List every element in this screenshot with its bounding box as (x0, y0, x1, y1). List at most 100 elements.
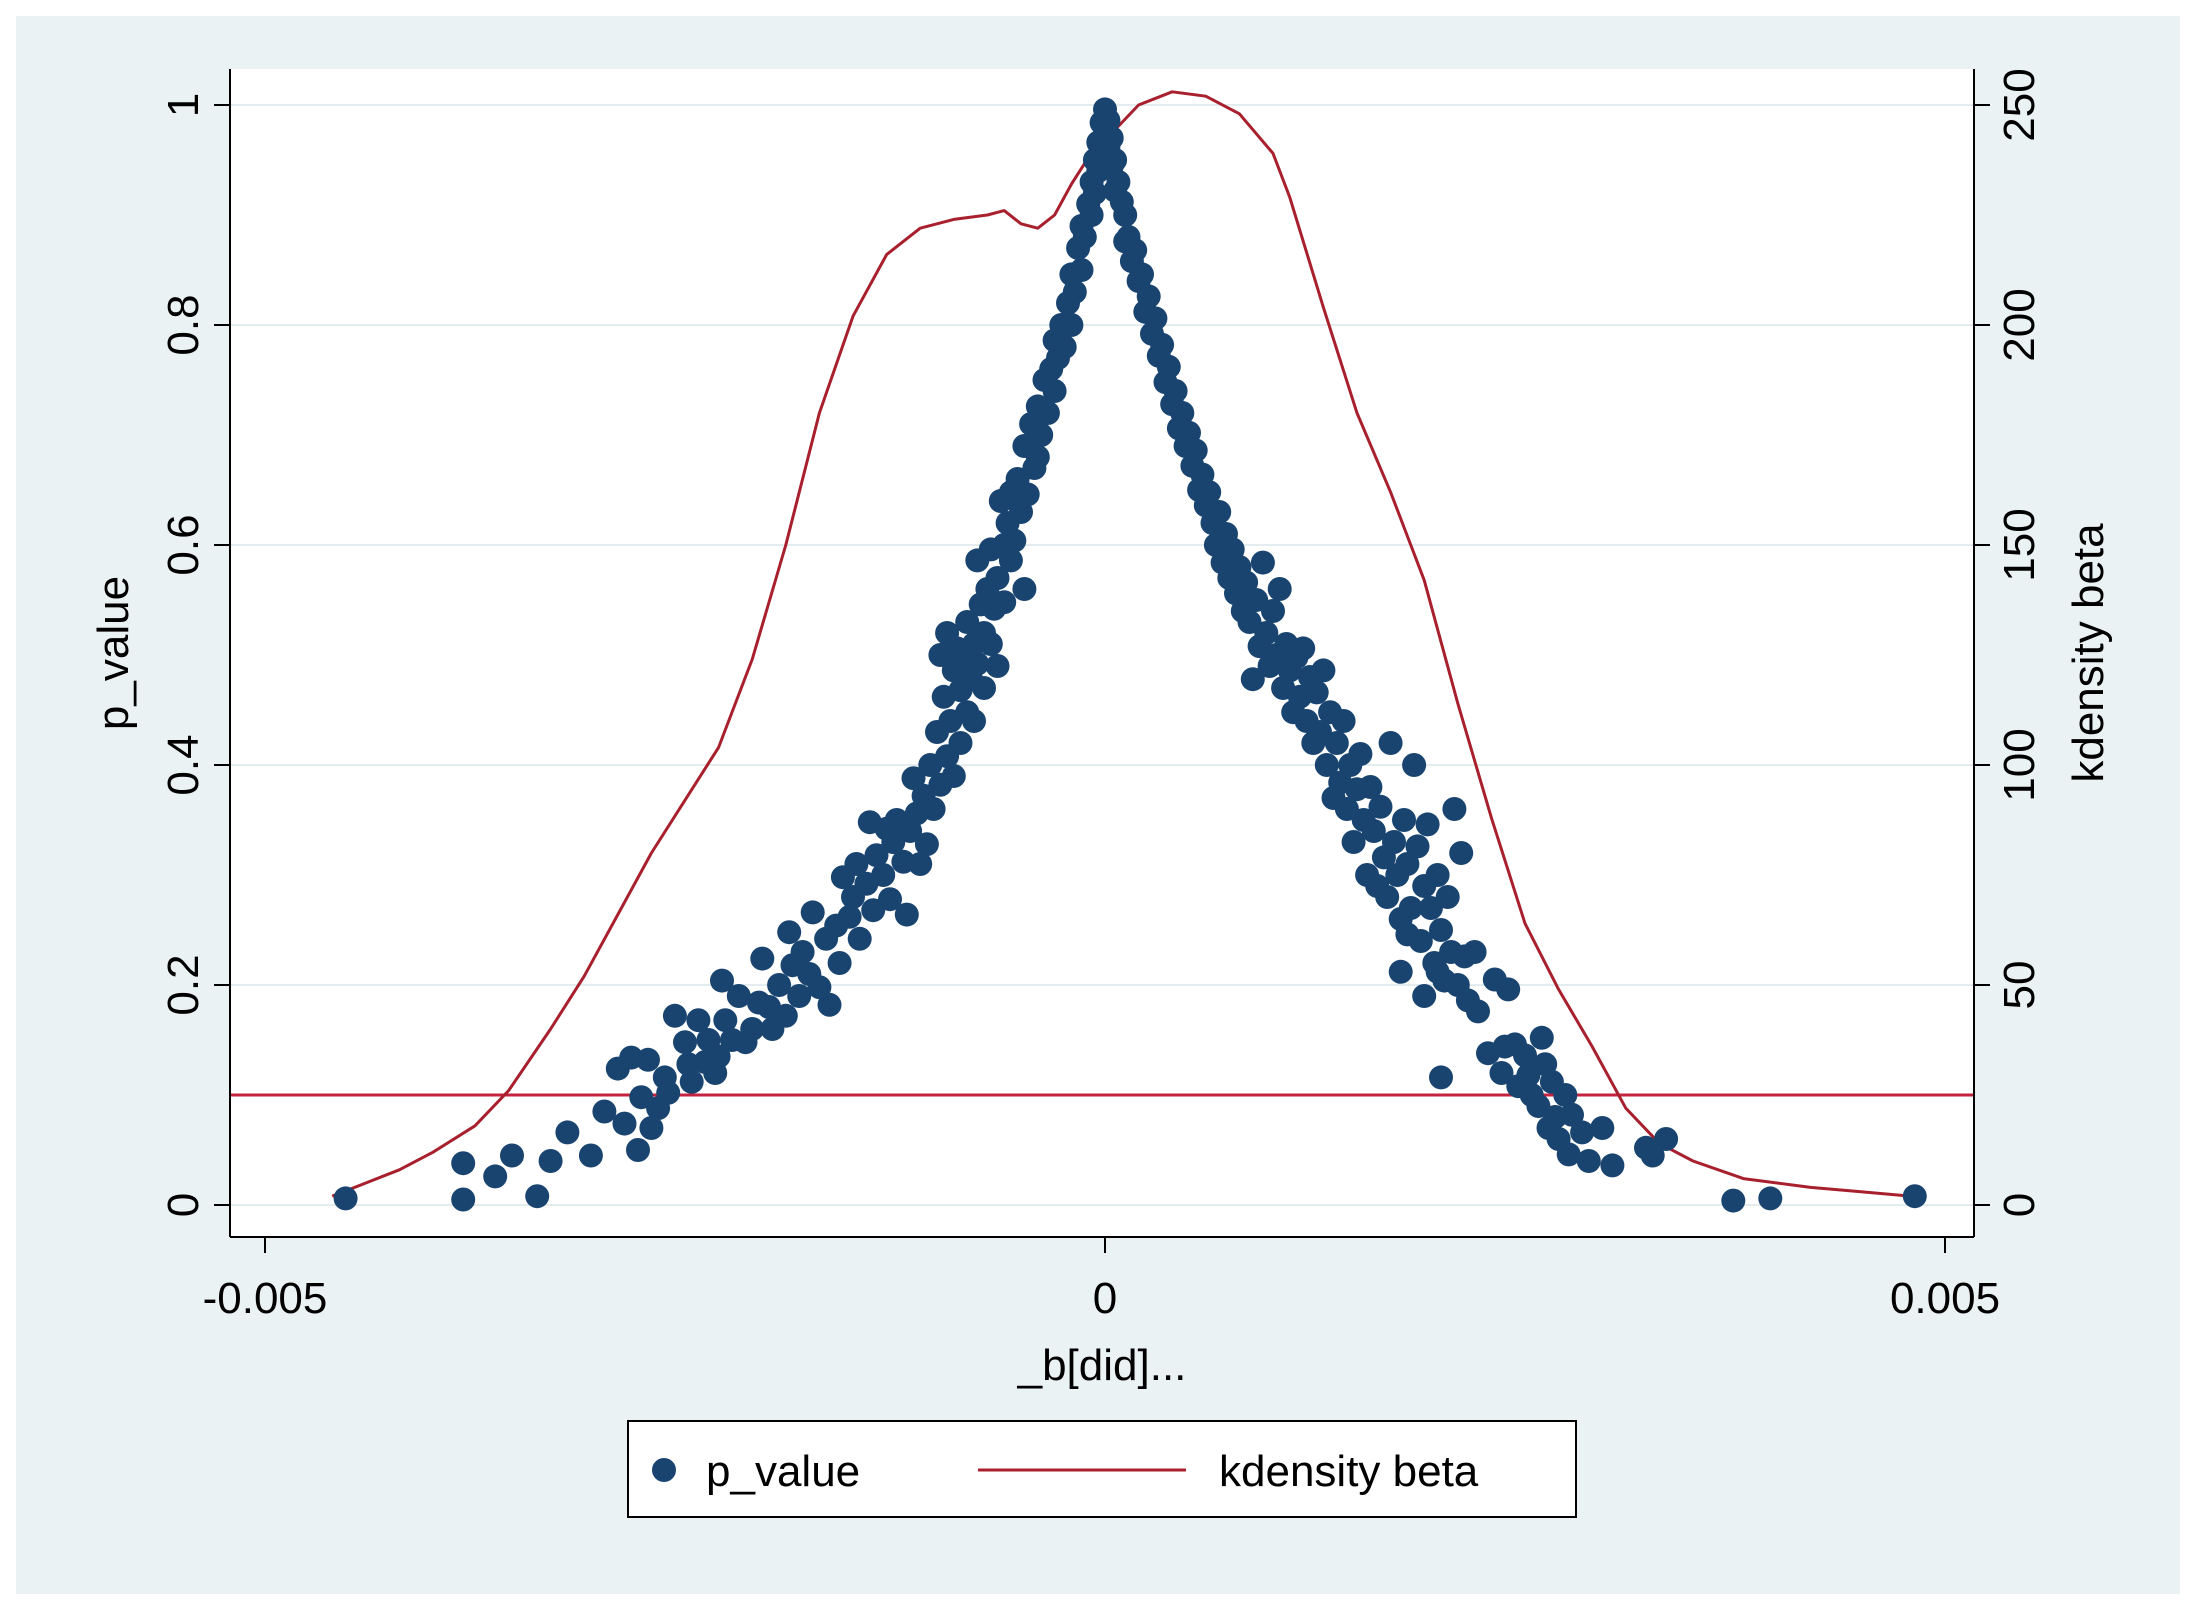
scatter-point (1143, 306, 1168, 331)
scatter-point (1015, 482, 1040, 507)
scatter-point (1099, 126, 1124, 150)
scatter-point (1529, 1025, 1554, 1050)
scatter-point (773, 1003, 798, 1028)
y-axis-left-title: p_value (89, 576, 138, 730)
scatter-point (1136, 284, 1161, 309)
scatter-point (1576, 1149, 1601, 1173)
scatter-point (1640, 1143, 1665, 1168)
scatter-point (483, 1164, 508, 1189)
scatter-point (1250, 550, 1275, 575)
scatter-point (1449, 841, 1474, 865)
scatter-point (1402, 753, 1427, 777)
scatter-point (1331, 709, 1356, 733)
scatter-point (1341, 830, 1366, 854)
scatter-point (1560, 1102, 1584, 1127)
scatter-point (578, 1143, 603, 1168)
y-left-tick-label: 0.6 (159, 514, 208, 575)
scatter-point (1388, 959, 1413, 984)
scatter-point (1113, 203, 1138, 227)
scatter-point (686, 1008, 711, 1033)
scatter-point (1163, 379, 1188, 403)
scatter-point (962, 709, 986, 733)
scatter-point (790, 940, 815, 964)
y-left-tick-label: 1 (159, 93, 208, 117)
scatter-point (706, 1044, 731, 1069)
scatter-point (1392, 808, 1416, 832)
scatter-point (1902, 1184, 1927, 1209)
scatter-point (800, 900, 825, 925)
scatter-point (827, 951, 852, 975)
scatter-point (1314, 753, 1339, 777)
scatter-point (1375, 885, 1400, 909)
scatter-point (1267, 577, 1292, 601)
scatter-point (1721, 1188, 1746, 1213)
scatter-point (1130, 262, 1154, 287)
scatter-point (908, 852, 933, 876)
scatter-point (1234, 570, 1259, 595)
scatter-point (538, 1149, 563, 1173)
scatter-point (1072, 225, 1097, 249)
scatter-point (1035, 401, 1060, 425)
scatter-point (1553, 1083, 1578, 1107)
scatter-point (662, 1003, 687, 1028)
scatter-point (878, 887, 902, 912)
y-right-tick-label: 100 (1995, 728, 2044, 801)
scatter-point (1106, 170, 1131, 194)
scatter-point (1395, 852, 1420, 876)
scatter-point (1361, 819, 1386, 843)
scatter-point (592, 1099, 617, 1124)
scatter-point (1291, 636, 1316, 661)
scatter-point (1429, 918, 1453, 942)
y-axis-right-title: kdensity beta (2064, 523, 2113, 783)
x-tick-label: 0.005 (1890, 1274, 2000, 1323)
scatter-point (1207, 500, 1232, 524)
scatter-point (1348, 742, 1373, 766)
scatter-point (525, 1184, 550, 1209)
scatter-point (1324, 731, 1349, 755)
scatter-point (679, 1069, 704, 1094)
scatter-point (1570, 1120, 1595, 1145)
scatter-point (998, 548, 1023, 573)
scatter-point (612, 1111, 637, 1136)
scatter-point (1556, 1142, 1581, 1167)
scatter-point (844, 852, 869, 876)
scatter-point (1029, 423, 1054, 447)
scatter-point (1405, 834, 1430, 859)
scatter-point (713, 1008, 738, 1033)
scatter-point (1378, 731, 1403, 755)
scatter-point (894, 902, 919, 927)
scatter-point (1240, 667, 1265, 692)
scatter-point (1197, 480, 1222, 505)
scatter-point (847, 926, 872, 951)
scatter-point (1082, 181, 1107, 205)
scatter-point (972, 676, 996, 700)
plot-area (230, 69, 1974, 1237)
x-tick-label: 0 (1093, 1274, 1117, 1323)
y-left-tick-label: 0 (159, 1193, 208, 1217)
scatter-point (1103, 148, 1128, 172)
y-right-tick-label: 0 (1995, 1193, 2044, 1217)
kdensity-line (331, 90, 1912, 1198)
scatter-point (1382, 830, 1406, 854)
x-tick-label: -0.005 (203, 1274, 328, 1323)
scatter-point (1002, 528, 1027, 553)
scatter-point (1496, 977, 1521, 1002)
scatter-point (914, 832, 939, 857)
scatter-point (750, 946, 775, 971)
scatter-point (1435, 885, 1460, 909)
scatter-point (1304, 680, 1329, 705)
scatter-point (1412, 984, 1437, 1008)
x-axis-title: _b[did]... (1017, 1341, 1187, 1390)
scatter-point (1123, 238, 1148, 263)
scatter-point (1368, 794, 1393, 819)
scatter-point (1156, 354, 1181, 379)
y-left-tick-label: 0.4 (159, 734, 208, 795)
scatter-point (1429, 1065, 1453, 1090)
scatter-point (451, 1151, 476, 1176)
scatter-point (1462, 940, 1487, 964)
scatter-point (1425, 863, 1450, 887)
y-right-tick-label: 250 (1995, 68, 2044, 141)
y-right-tick-label: 200 (1995, 288, 2044, 361)
